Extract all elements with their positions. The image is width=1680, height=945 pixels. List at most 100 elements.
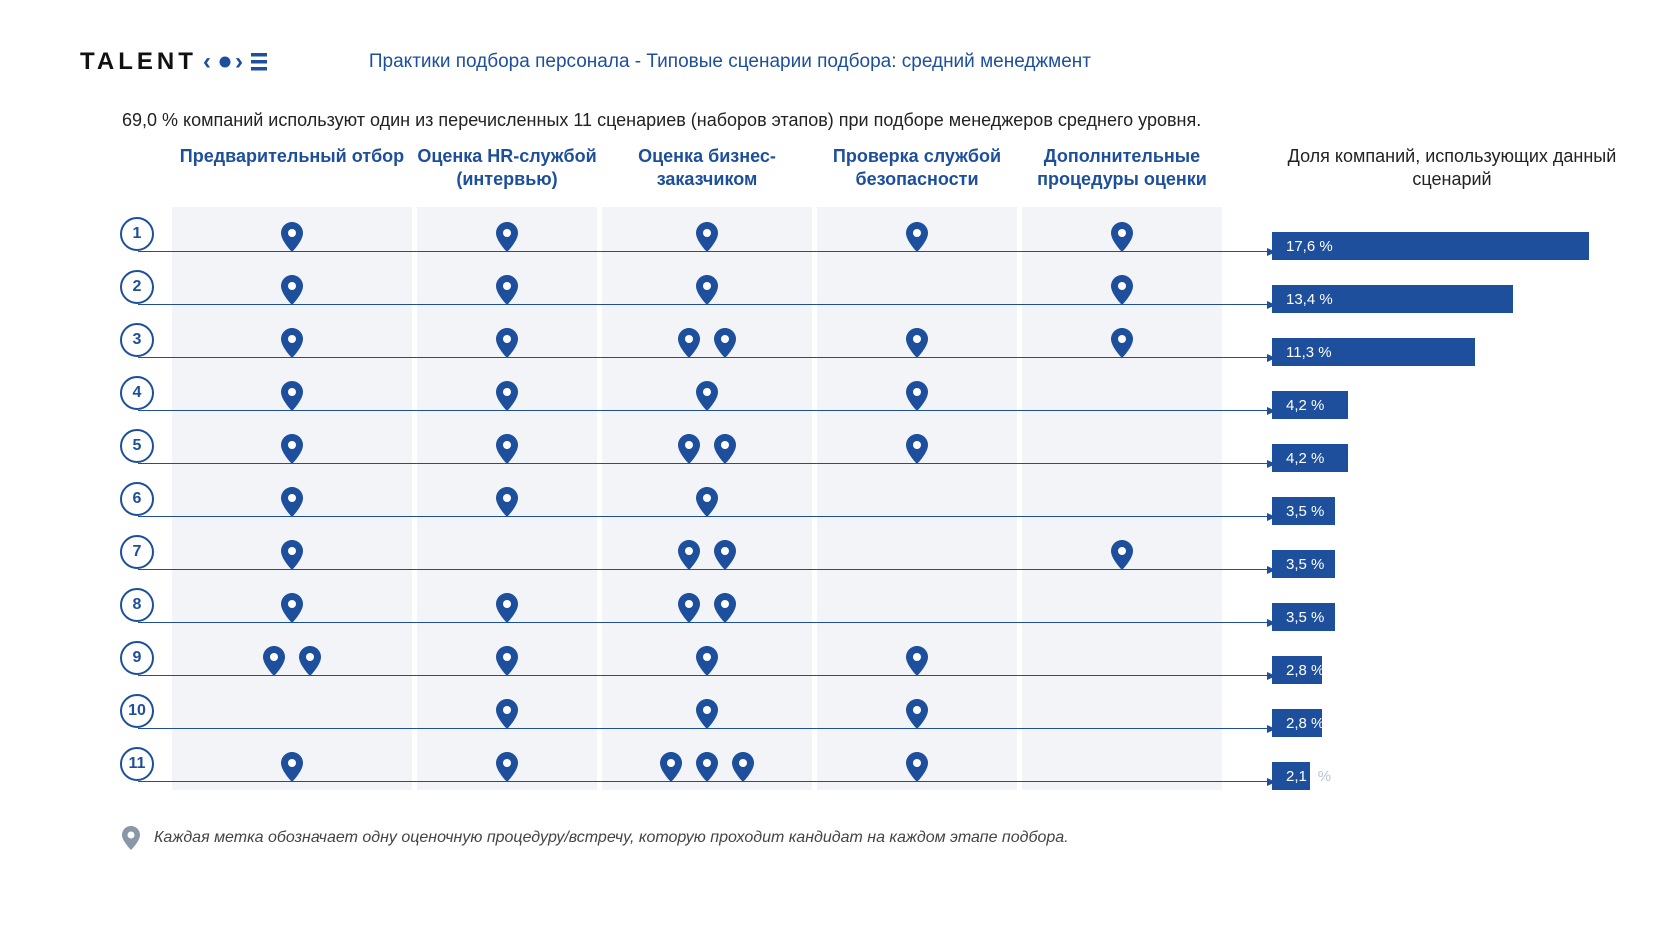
share-bar: 13,4 % xyxy=(1272,285,1513,313)
bar-area: 2,1 % xyxy=(1272,762,1632,790)
scenario-row: 8 3,5 % xyxy=(122,578,1632,631)
pin-icon xyxy=(906,381,928,411)
pin-icon xyxy=(496,434,518,464)
column-header: Оценка бизнес-заказчиком xyxy=(602,145,812,190)
svg-text:‹: ‹ xyxy=(203,49,215,75)
pin-icon xyxy=(496,275,518,305)
bar-area: 3,5 % xyxy=(1272,497,1632,525)
scenario-row: 10 2,8 % xyxy=(122,684,1632,737)
bar-value-label: 3,5 % xyxy=(1272,503,1324,520)
bar-area: 2,8 % xyxy=(1272,709,1632,737)
pin-icon xyxy=(1111,540,1133,570)
pin-icon xyxy=(906,646,928,676)
pin-icon xyxy=(714,328,736,358)
column-header: Предварительный отбор xyxy=(172,145,412,168)
bar-value-label: 2,1 xyxy=(1272,768,1307,785)
column-headers: Предварительный отборОценка HR-службой (… xyxy=(172,145,1632,203)
pin-icon xyxy=(714,540,736,570)
bar-area: 4,2 % xyxy=(1272,444,1632,472)
pin-icon xyxy=(696,381,718,411)
pin-icon xyxy=(263,646,285,676)
scenario-row: 2 13,4 % xyxy=(122,260,1632,313)
scenario-row: 5 4,2 % xyxy=(122,419,1632,472)
row-number: 10 xyxy=(120,694,154,728)
pin-icon xyxy=(678,328,700,358)
row-pins xyxy=(172,578,1270,631)
scenario-row: 11 2,1 % xyxy=(122,737,1632,790)
pin-icon xyxy=(496,699,518,729)
logo: TALENT ‹ › xyxy=(80,48,269,76)
bar-value-label-overflow: % xyxy=(1310,762,1331,790)
share-bar: 11,3 % xyxy=(1272,338,1475,366)
row-number: 2 xyxy=(120,270,154,304)
pin-icon xyxy=(281,381,303,411)
pin-icon xyxy=(1111,275,1133,305)
share-bar: 3,5 % xyxy=(1272,603,1335,631)
pin-icon xyxy=(496,752,518,782)
bar-value-label: 4,2 % xyxy=(1272,397,1324,414)
share-bar: 3,5 % xyxy=(1272,497,1335,525)
bar-value-label: 2,8 % xyxy=(1272,662,1324,679)
pin-icon xyxy=(281,540,303,570)
page: TALENT ‹ › Практики подбора персонала - … xyxy=(0,0,1680,945)
pin-icon xyxy=(906,222,928,252)
share-bar: 3,5 % xyxy=(1272,550,1335,578)
pin-icon xyxy=(496,222,518,252)
bar-value-label: 2,8 % xyxy=(1272,715,1324,732)
bar-value-label: 11,3 % xyxy=(1272,344,1332,361)
pin-icon xyxy=(906,328,928,358)
row-pins xyxy=(172,207,1270,260)
pin-icon xyxy=(906,699,928,729)
row-pins xyxy=(172,737,1270,790)
row-pins xyxy=(172,419,1270,472)
scenario-row: 9 2,8 % xyxy=(122,631,1632,684)
share-bar: 2,8 % xyxy=(1272,656,1322,684)
pin-icon xyxy=(496,646,518,676)
column-header: Дополнительные процедуры оценки xyxy=(1022,145,1222,190)
bar-area: 4,2 % xyxy=(1272,391,1632,419)
row-pins xyxy=(172,313,1270,366)
pin-icon xyxy=(281,328,303,358)
logo-text: TALENT xyxy=(80,48,197,76)
row-pins xyxy=(172,631,1270,684)
column-header: Оценка HR-службой (интервью) xyxy=(417,145,597,190)
row-number: 5 xyxy=(120,429,154,463)
share-bar: 2,8 % xyxy=(1272,709,1322,737)
pin-icon xyxy=(714,593,736,623)
bar-value-label: 3,5 % xyxy=(1272,556,1324,573)
pin-icon xyxy=(281,434,303,464)
pin-icon xyxy=(1111,328,1133,358)
pin-icon xyxy=(496,487,518,517)
row-number: 9 xyxy=(120,641,154,675)
share-bar: 2,1 % xyxy=(1272,762,1310,790)
bar-value-label: 17,6 % xyxy=(1272,238,1333,255)
bar-value-label: 3,5 % xyxy=(1272,609,1324,626)
row-number: 11 xyxy=(120,747,154,781)
row-pins xyxy=(172,366,1270,419)
pin-icon xyxy=(678,593,700,623)
scenario-row: 7 3,5 % xyxy=(122,525,1632,578)
pin-icon xyxy=(281,222,303,252)
chart: Предварительный отборОценка HR-службой (… xyxy=(122,145,1632,790)
pin-icon xyxy=(299,646,321,676)
footnote: Каждая метка обозначает одну оценочную п… xyxy=(122,826,1600,850)
pin-icon xyxy=(496,593,518,623)
pin-icon xyxy=(696,222,718,252)
row-pins xyxy=(172,525,1270,578)
rows-container: 1 17,6 %2 13,4 %3 xyxy=(122,207,1632,790)
pin-icon xyxy=(696,646,718,676)
row-pins xyxy=(172,684,1270,737)
row-number: 8 xyxy=(120,588,154,622)
share-bar: 4,2 % xyxy=(1272,391,1348,419)
bar-axis-header: Доля компаний, использующих данный сцена… xyxy=(1272,145,1632,192)
pin-icon xyxy=(496,328,518,358)
pin-icon xyxy=(496,381,518,411)
scenario-row: 3 11,3 % xyxy=(122,313,1632,366)
pin-icon xyxy=(696,752,718,782)
pin-icon xyxy=(678,540,700,570)
pin-icon xyxy=(696,487,718,517)
header: TALENT ‹ › Практики подбора персонала - … xyxy=(80,48,1600,76)
share-bar: 17,6 % xyxy=(1272,232,1589,260)
pin-icon xyxy=(122,826,140,850)
intro-text: 69,0 % компаний используют один из переч… xyxy=(122,110,1600,131)
